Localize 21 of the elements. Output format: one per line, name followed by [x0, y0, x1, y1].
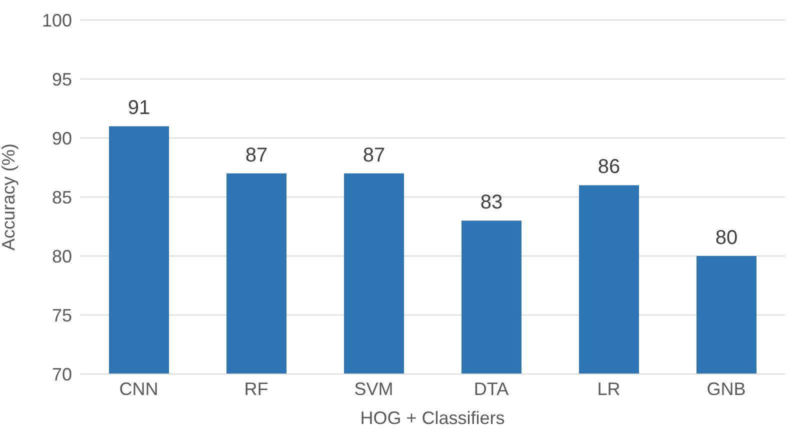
x-tick-label: DTA — [474, 378, 509, 399]
x-axis-title: HOG + Classifiers — [360, 408, 505, 428]
x-tick-label: RF — [244, 378, 268, 399]
x-tick-label: GNB — [706, 378, 746, 399]
data-label: 87 — [245, 144, 268, 166]
y-tick-label: 80 — [52, 246, 72, 266]
y-tick-label: 100 — [42, 10, 72, 30]
data-label: 80 — [715, 227, 738, 249]
x-tick-label: SVM — [354, 378, 394, 399]
data-label: 86 — [598, 156, 620, 178]
data-label: 91 — [128, 97, 150, 120]
x-tick-label: CNN — [119, 378, 158, 399]
y-axis-title: Accuracy (%) — [0, 143, 18, 251]
y-tick-label: 90 — [52, 128, 72, 148]
y-tick-label: 95 — [52, 69, 72, 90]
y-tick-label: 70 — [52, 364, 72, 384]
data-label: 87 — [362, 144, 386, 166]
y-tick-label: 85 — [52, 187, 72, 208]
y-tick-label: 75 — [52, 305, 72, 326]
data-label: 83 — [480, 192, 503, 214]
x-tick-label: LR — [597, 378, 620, 399]
